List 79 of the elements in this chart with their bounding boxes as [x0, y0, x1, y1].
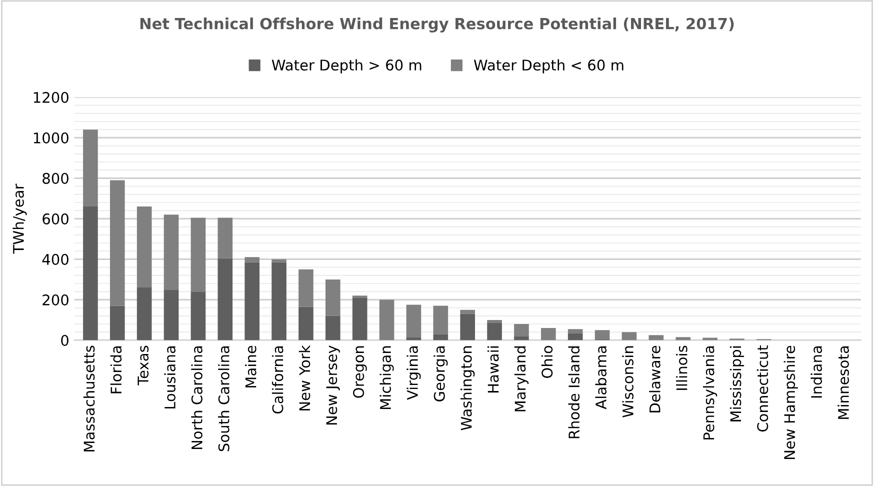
x-tick-label: North Carolina	[191, 346, 202, 450]
x-tick-label: Minnesota	[838, 346, 849, 419]
y-tick-label: 1000	[34, 132, 68, 144]
legend-label: Water Depth < 60 m	[474, 59, 624, 74]
bar	[568, 329, 583, 334]
x-tick-label: New Jersey	[326, 346, 340, 425]
bar	[218, 218, 233, 258]
bar	[540, 328, 556, 340]
bar	[594, 330, 610, 340]
bar	[136, 288, 152, 340]
bar	[244, 257, 260, 262]
x-tick-label: Michigan	[380, 346, 394, 410]
chart-title: Net Technical Offshore Wind Energy Resource Potential (NREL, 2017)	[140, 18, 734, 32]
y-tick-label: 0	[61, 334, 68, 346]
bar	[190, 292, 206, 340]
bar	[218, 258, 233, 340]
bar	[110, 180, 125, 306]
y-axis-title: TWh/year	[12, 184, 27, 254]
bar	[352, 298, 368, 340]
x-tick-label: Lousiana	[164, 346, 176, 408]
bar	[676, 337, 691, 340]
x-tick-label: Connecticut	[756, 345, 768, 432]
x-tick-label: Illinois	[676, 346, 688, 390]
x-tick-label: Ohio	[541, 346, 553, 378]
x-tick-label: Oregon	[353, 346, 367, 398]
bar	[433, 306, 448, 334]
bar	[460, 310, 475, 314]
bar	[406, 337, 422, 340]
bar	[164, 214, 179, 290]
x-tick-label: Rhode Island	[568, 346, 580, 438]
bar	[433, 334, 448, 340]
x-tick-label: Georgia	[434, 346, 448, 402]
bar	[244, 262, 260, 340]
bar	[164, 290, 179, 340]
x-tick-label: South Carolina	[218, 346, 230, 452]
x-tick-label: California	[272, 346, 284, 414]
x-tick-label: Virginia	[406, 346, 421, 400]
bar	[648, 335, 664, 340]
y-tick-label: 400	[42, 254, 68, 265]
bar	[568, 333, 583, 340]
y-tick-label: 600	[42, 213, 68, 224]
bar	[190, 218, 206, 292]
x-tick-label: Hawaii	[487, 346, 499, 392]
bar	[379, 300, 394, 340]
bar	[325, 316, 340, 340]
x-tick-label: Delaware	[649, 346, 660, 412]
x-tick-label: Massachusetts	[83, 346, 95, 452]
x-tick-label: New York	[298, 345, 310, 410]
y-tick-label: 1200	[34, 92, 68, 103]
bar	[460, 314, 475, 340]
x-tick-label: Maryland	[514, 346, 529, 412]
bar	[83, 206, 98, 340]
bar	[325, 279, 340, 316]
x-tick-label: Indiana	[810, 346, 822, 398]
x-tick-label: Alabama	[595, 346, 607, 410]
bar	[110, 306, 125, 340]
x-tick-label: Mississippi	[730, 346, 744, 422]
bar	[136, 206, 152, 288]
x-tick-label: Florida	[110, 346, 122, 394]
x-tick-label: Wisconsin	[622, 346, 634, 418]
bar	[514, 324, 529, 336]
x-tick-label: New Hampshire	[784, 346, 798, 459]
legend-label: Water Depth > 60 m	[272, 59, 422, 74]
bar	[83, 130, 98, 207]
x-tick-label: Pennsylvania	[702, 346, 718, 440]
bar	[272, 262, 286, 340]
x-tick-label: Maine	[245, 346, 256, 388]
bar	[406, 304, 422, 338]
bar	[272, 259, 286, 262]
bar	[514, 336, 529, 340]
bar	[622, 332, 637, 340]
x-tick-label: Washington	[460, 346, 475, 430]
x-tick-label: Texas	[138, 346, 149, 386]
y-tick-label: 800	[42, 172, 68, 184]
bar	[298, 306, 314, 340]
y-tick-label: 200	[42, 294, 68, 306]
bar	[487, 322, 502, 340]
bar	[487, 320, 502, 323]
bar	[298, 269, 314, 307]
